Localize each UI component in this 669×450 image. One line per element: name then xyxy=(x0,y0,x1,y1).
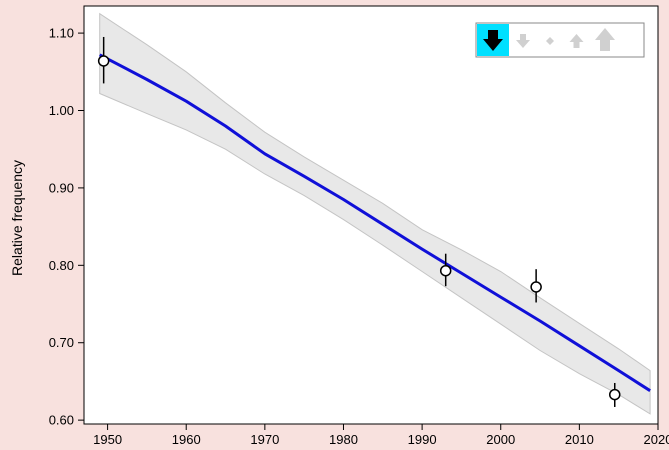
x-tick-label: 1960 xyxy=(172,432,201,447)
y-tick-label: 1.00 xyxy=(49,103,74,118)
y-tick-label: 0.70 xyxy=(49,335,74,350)
y-tick-label: 1.10 xyxy=(49,26,74,41)
x-tick-label: 1950 xyxy=(93,432,122,447)
data-point xyxy=(441,266,451,276)
x-tick-label: 2010 xyxy=(565,432,594,447)
data-point xyxy=(610,390,620,400)
y-axis-title: Relative frequency xyxy=(9,160,25,276)
x-tick-label: 2020 xyxy=(644,432,669,447)
y-tick-label: 0.60 xyxy=(49,413,74,428)
x-tick-label: 1990 xyxy=(408,432,437,447)
x-tick-label: 1970 xyxy=(250,432,279,447)
x-tick-label: 1980 xyxy=(329,432,358,447)
y-tick-label: 0.90 xyxy=(49,180,74,195)
trend-toolbar xyxy=(476,23,644,57)
y-tick-label: 0.80 xyxy=(49,258,74,273)
data-point xyxy=(99,56,109,66)
x-tick-label: 2000 xyxy=(486,432,515,447)
data-point xyxy=(531,282,541,292)
big-down-arrow-icon[interactable] xyxy=(477,24,509,56)
